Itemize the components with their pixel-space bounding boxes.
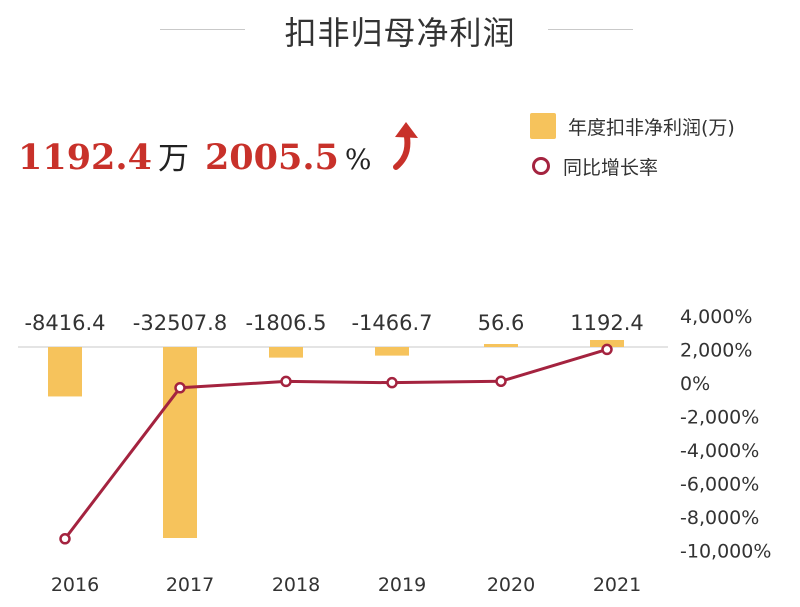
- bar-value-label-2018: -1806.5: [245, 311, 326, 335]
- legend-line-label: 同比增长率: [563, 156, 659, 179]
- growth-point-2019: [386, 376, 398, 389]
- bar-2016: [48, 347, 82, 397]
- bar-value-label-2016: -8416.4: [24, 311, 105, 335]
- red-up-arrow-icon: [393, 122, 418, 170]
- right-axis-tick-label: -8,000%: [680, 507, 759, 529]
- headline-growth-unit: %: [344, 143, 372, 176]
- headline-growth: 2005.5: [204, 137, 339, 178]
- title-bar: 扣非归母净利润: [0, 0, 800, 60]
- growth-point-2021: [601, 343, 613, 356]
- headline-value: 1192.4: [18, 137, 152, 178]
- x-tick-label-2019: 2019: [378, 574, 426, 596]
- legend: 年度扣非净利润(万) 同比增长率: [530, 106, 735, 186]
- x-tick-label-2016: 2016: [51, 574, 99, 596]
- title-divider-left: [160, 29, 245, 30]
- growth-rate-line: [63, 347, 608, 540]
- right-axis-tick-label: -4,000%: [680, 440, 759, 462]
- right-axis-tick-label: -10,000%: [680, 541, 771, 563]
- x-tick-label-2017: 2017: [166, 574, 214, 596]
- right-axis-tick-label: -2,000%: [680, 407, 759, 429]
- bar-2021: [590, 339, 624, 347]
- right-axis-tick-label: -6,000%: [680, 474, 759, 496]
- legend-bar-label: 年度扣非净利润(万): [568, 116, 735, 139]
- bar-value-label-2021: 1192.4: [570, 311, 643, 335]
- growth-point-2017: [174, 382, 186, 394]
- right-axis-tick-label: 0%: [680, 373, 710, 395]
- bar-2017: [163, 347, 197, 538]
- title-divider-right: [548, 29, 633, 30]
- bar-value-label-2019: -1466.7: [351, 311, 432, 335]
- legend-item-bar: 年度扣非净利润(万): [530, 106, 735, 146]
- chart-title: 扣非归母净利润: [284, 14, 516, 52]
- x-tick-label-2020: 2020: [487, 574, 535, 596]
- bar-value-label-2017: -32507.8: [133, 311, 227, 335]
- x-tick-label-2018: 2018: [272, 574, 320, 596]
- x-tick-label-2021: 2021: [593, 574, 641, 596]
- line-marker-icon: [532, 157, 550, 175]
- bar-value-label-2020: 56.6: [478, 311, 525, 335]
- bar-2018: [269, 347, 303, 358]
- headline-value-unit: 万: [157, 141, 189, 177]
- right-axis-tick-label: 4,000%: [680, 306, 752, 328]
- growth-point-2020: [495, 375, 507, 388]
- growth-point-2018: [280, 375, 292, 388]
- bar-2019: [375, 347, 409, 356]
- bar-2020: [484, 344, 518, 347]
- headline-summary: 1192.4 万 2005.5%: [18, 133, 372, 178]
- legend-item-line: 同比增长率: [530, 146, 735, 186]
- right-axis-tick-label: 2,000%: [680, 340, 752, 362]
- growth-point-2016: [59, 533, 71, 545]
- bar-swatch-icon: [530, 113, 556, 139]
